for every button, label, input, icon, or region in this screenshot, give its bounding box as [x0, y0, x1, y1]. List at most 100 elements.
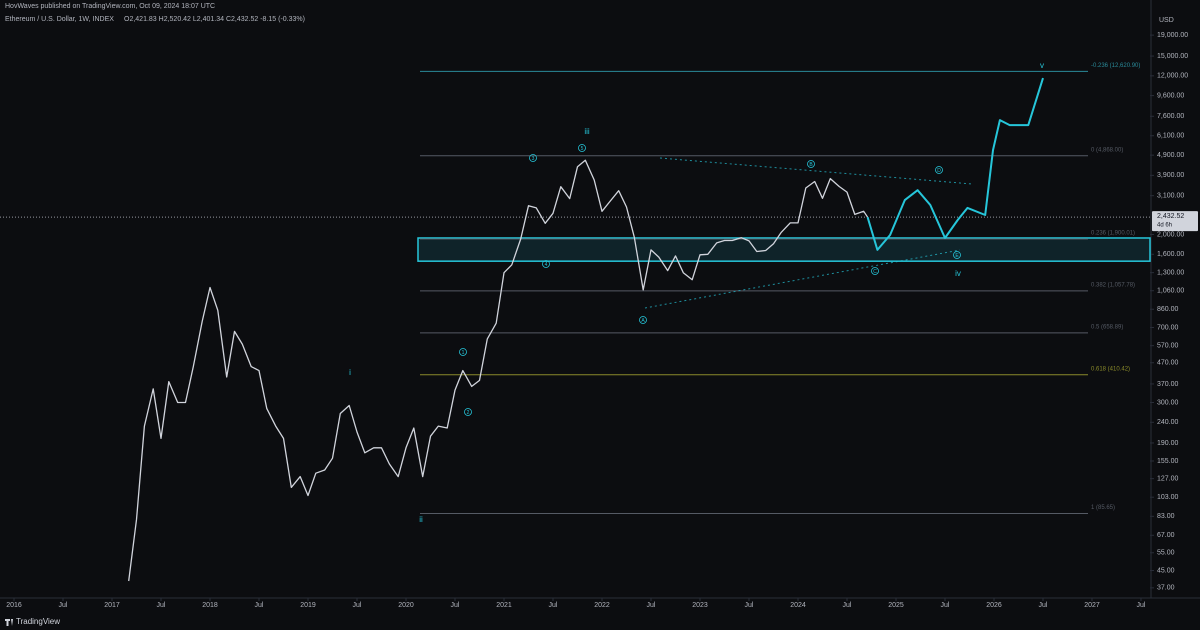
fib-label: 0.618 (410.42)	[1091, 366, 1130, 372]
y-tick-label: 9,600.00	[1157, 92, 1184, 99]
y-tick-label: 4,900.00	[1157, 152, 1184, 159]
y-tick-label: 470.00	[1157, 360, 1179, 367]
wave-label: i	[349, 368, 351, 377]
x-tick-label: Jul	[549, 602, 558, 609]
wave-label: iii	[584, 127, 590, 136]
x-tick-label: Jul	[1137, 602, 1146, 609]
y-tick-label: 6,100.00	[1157, 133, 1184, 140]
fib-label: 0.382 (1,057.78)	[1091, 282, 1135, 288]
brand: TradingView	[16, 617, 60, 626]
y-tick-label: 103.00	[1157, 494, 1179, 501]
x-tick-label: 2016	[6, 602, 22, 609]
y-tick-label: 570.00	[1157, 343, 1179, 350]
ohlc: O2,421.83 H2,520.42 L2,401.34 C2,432.52 …	[124, 16, 305, 23]
y-tick-label: 370.00	[1157, 381, 1179, 388]
fib-label: 0 (4,868.00)	[1091, 147, 1123, 153]
y-tick-label: 1,300.00	[1157, 270, 1184, 277]
circled-label: E	[955, 253, 959, 259]
x-tick-label: 2018	[202, 602, 218, 609]
wave-label: v	[1040, 61, 1044, 70]
price-label-box	[1152, 211, 1198, 232]
y-tick-label: 19,000.00	[1157, 32, 1188, 39]
y-tick-label: 83.00	[1157, 513, 1175, 520]
x-tick-label: 2019	[300, 602, 316, 609]
circled-marker	[459, 348, 467, 356]
x-tick-label: 2023	[692, 602, 708, 609]
y-tick-label: 700.00	[1157, 324, 1179, 331]
y-tick-label: 2,000.00	[1157, 231, 1184, 238]
y-tick-label: 67.00	[1157, 532, 1175, 539]
circled-label: C	[873, 269, 877, 275]
wave-label: iv	[955, 269, 961, 278]
x-tick-label: Jul	[353, 602, 362, 609]
x-tick-label: Jul	[59, 602, 68, 609]
x-tick-label: 2022	[594, 602, 610, 609]
y-tick-label: 15,000.00	[1157, 53, 1188, 60]
y-tick-label: 12,000.00	[1157, 73, 1188, 80]
x-tick-label: Jul	[451, 602, 460, 609]
circled-label: A	[641, 318, 645, 324]
circled-label: D	[937, 168, 941, 174]
y-tick-label: 7,600.00	[1157, 113, 1184, 120]
symbol: Ethereum / U.S. Dollar, 1W, INDEX	[5, 16, 114, 23]
price-label: 2,432.52	[1157, 213, 1184, 220]
circled-label: 5	[581, 146, 584, 152]
circled-label: 4	[545, 262, 548, 268]
fib-label: 0.5 (658.89)	[1091, 324, 1123, 330]
footer	[0, 614, 1200, 630]
y-tick-label: 55.00	[1157, 550, 1175, 557]
x-tick-label: Jul	[647, 602, 656, 609]
circled-label: B	[809, 162, 813, 168]
y-tick-label: 190.00	[1157, 440, 1179, 447]
circled-marker	[871, 267, 879, 275]
fib-label: 0.236 (1,900.01)	[1091, 231, 1135, 237]
x-tick-label: 2021	[496, 602, 512, 609]
x-tick-label: Jul	[157, 602, 166, 609]
circled-marker	[464, 408, 472, 416]
x-tick-label: Jul	[255, 602, 264, 609]
circled-marker	[935, 166, 943, 174]
wave-label: ii	[419, 515, 423, 524]
y-tick-label: 1,060.00	[1157, 288, 1184, 295]
y-tick-label: 240.00	[1157, 419, 1179, 426]
trendline	[644, 249, 961, 309]
currency: USD	[1159, 17, 1174, 24]
circled-marker	[578, 144, 586, 152]
circled-label: 2	[467, 410, 470, 416]
x-tick-label: Jul	[1039, 602, 1048, 609]
x-tick-label: 2025	[888, 602, 904, 609]
circled-marker	[542, 260, 550, 268]
y-tick-label: 300.00	[1157, 399, 1179, 406]
logo	[5, 619, 13, 626]
y-tick-label: 860.00	[1157, 306, 1179, 313]
x-tick-label: 2017	[104, 602, 120, 609]
y-tick-label: 1,600.00	[1157, 251, 1184, 258]
x-tick-label: 2024	[790, 602, 806, 609]
circled-label: 1	[462, 350, 465, 356]
fib-label: 1 (85.65)	[1091, 505, 1115, 511]
circled-label: 3	[532, 156, 535, 162]
y-tick-label: 37.00	[1157, 585, 1175, 592]
x-tick-label: 2020	[398, 602, 414, 609]
zone	[417, 237, 1151, 262]
fib-label: -0.236 (12,620.90)	[1091, 63, 1140, 69]
trendline	[659, 157, 973, 185]
y-tick-label: 127.00	[1157, 475, 1179, 482]
y-tick-label: 3,100.00	[1157, 193, 1184, 200]
price-line	[128, 159, 869, 582]
circled-marker	[953, 251, 961, 259]
publisher: HovWaves published on TradingView.com, O…	[5, 3, 215, 10]
x-tick-label: Jul	[745, 602, 754, 609]
circled-marker	[639, 316, 647, 324]
y-tick-label: 45.00	[1157, 567, 1175, 574]
y-tick-label: 155.00	[1157, 458, 1179, 465]
circled-marker	[529, 154, 537, 162]
x-tick-label: Jul	[843, 602, 852, 609]
y-tick-label: 3,900.00	[1157, 172, 1184, 179]
x-tick-label: 2026	[986, 602, 1002, 609]
projection-line	[866, 77, 1044, 251]
circled-marker	[807, 160, 815, 168]
countdown: 4d 6h	[1157, 223, 1172, 229]
